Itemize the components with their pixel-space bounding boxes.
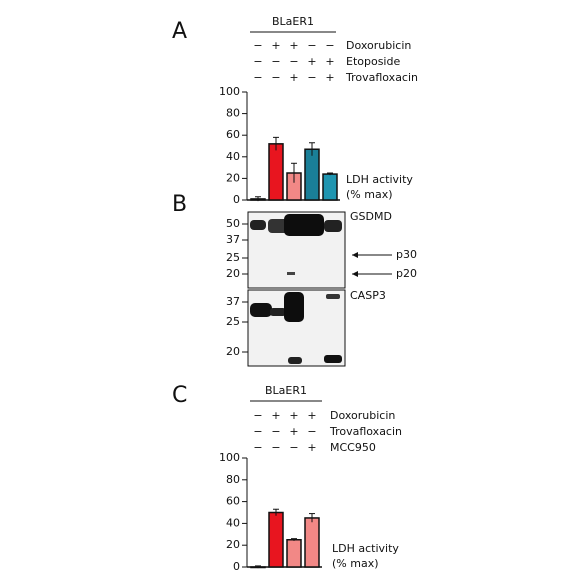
sign: − — [289, 441, 298, 454]
treatment-name: Trovafloxacin — [329, 425, 402, 438]
sign: + — [289, 425, 298, 438]
sign: − — [325, 39, 334, 52]
sign: + — [307, 55, 316, 68]
sign: − — [289, 55, 298, 68]
sign: − — [253, 71, 262, 84]
blot-target: GSDMD — [350, 210, 392, 223]
cell-line: BLaER1 — [272, 15, 314, 28]
arrow-head — [352, 271, 358, 277]
ladder-label: 20 — [226, 345, 240, 358]
sign: − — [307, 71, 316, 84]
sign: − — [271, 71, 280, 84]
blot-target: CASP3 — [350, 289, 386, 302]
band — [324, 355, 342, 363]
ladder-label: 37 — [226, 295, 240, 308]
y-tick-label: 60 — [226, 128, 240, 141]
ladder-label: 25 — [226, 251, 240, 264]
sign: − — [271, 55, 280, 68]
sign: + — [325, 55, 334, 68]
panel-label: C — [172, 383, 187, 408]
band — [287, 272, 295, 275]
band — [250, 303, 272, 317]
sign: − — [307, 39, 316, 52]
sign: + — [289, 409, 298, 422]
bar — [304, 517, 320, 568]
sign: + — [289, 71, 298, 84]
y-tick-label: 40 — [226, 516, 240, 529]
sign: − — [253, 39, 262, 52]
y-axis-label: LDH activity — [346, 173, 413, 186]
y-axis-label: (% max) — [346, 188, 393, 201]
band-label: p20 — [396, 267, 417, 280]
treatment-name: Etoposide — [346, 55, 400, 68]
sign: + — [271, 39, 280, 52]
y-tick-label: 0 — [233, 193, 240, 206]
sign: − — [271, 425, 280, 438]
bar — [322, 173, 338, 201]
bar — [268, 511, 284, 568]
band — [326, 294, 340, 299]
y-tick-label: 60 — [226, 495, 240, 508]
panel-label: B — [172, 192, 187, 217]
band — [284, 292, 304, 322]
sign: − — [271, 441, 280, 454]
treatment-name: Doxorubicin — [330, 409, 395, 422]
y-axis-label: LDH activity — [332, 542, 399, 555]
band — [324, 220, 342, 232]
y-axis-label: (% max) — [332, 557, 379, 570]
sign: − — [253, 441, 262, 454]
arrow-head — [352, 252, 358, 258]
y-tick-label: 20 — [226, 538, 240, 551]
sign: + — [325, 71, 334, 84]
bar — [304, 148, 320, 201]
band — [270, 308, 286, 316]
cell-line: BLaER1 — [265, 384, 307, 397]
y-tick-label: 0 — [233, 560, 240, 573]
sign: − — [253, 409, 262, 422]
band — [250, 220, 266, 230]
sign: − — [253, 425, 262, 438]
bar — [268, 143, 284, 201]
treatment-name: Trovafloxacin — [345, 71, 418, 84]
y-tick-label: 100 — [219, 451, 240, 464]
sign: + — [271, 409, 280, 422]
y-tick-label: 100 — [219, 85, 240, 98]
ladder-label: 50 — [226, 217, 240, 230]
sign: − — [253, 55, 262, 68]
band — [288, 357, 302, 364]
sign: + — [307, 409, 316, 422]
sign: − — [307, 425, 316, 438]
treatment-name: MCC950 — [330, 441, 376, 454]
y-tick-label: 40 — [226, 150, 240, 163]
panel-label: A — [172, 19, 187, 44]
band — [284, 214, 324, 236]
bar — [286, 539, 302, 568]
ladder-label: 25 — [226, 315, 240, 328]
ladder-label: 37 — [226, 233, 240, 246]
ladder-label: 20 — [226, 267, 240, 280]
y-tick-label: 80 — [226, 473, 240, 486]
sign: + — [307, 441, 316, 454]
y-tick-label: 20 — [226, 171, 240, 184]
y-tick-label: 80 — [226, 107, 240, 120]
band-label: p30 — [396, 248, 417, 261]
treatment-name: Doxorubicin — [346, 39, 411, 52]
sign: + — [289, 39, 298, 52]
